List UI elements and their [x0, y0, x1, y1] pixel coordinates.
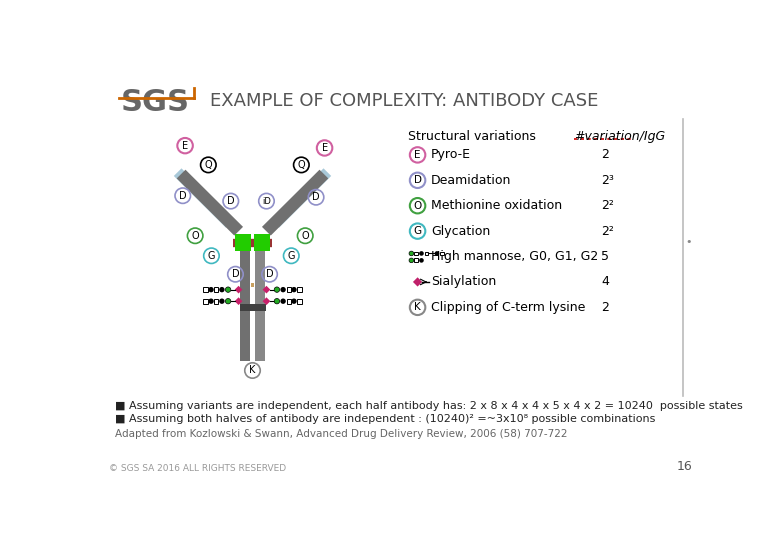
Circle shape: [225, 299, 231, 304]
Circle shape: [409, 258, 413, 262]
Text: E: E: [321, 143, 328, 153]
Text: 16: 16: [677, 460, 693, 473]
Text: D: D: [266, 269, 273, 279]
Text: ■ Assuming both halves of antibody are independent : (10240)² =~3x10⁸ possible c: ■ Assuming both halves of antibody are i…: [115, 414, 655, 423]
Text: ■ Assuming variants are independent, each half antibody has: 2 x 8 x 4 x 4 x 5 x: ■ Assuming variants are independent, eac…: [115, 401, 743, 411]
Text: 2: 2: [601, 301, 609, 314]
Text: iD: iD: [262, 197, 271, 206]
Circle shape: [419, 258, 424, 262]
Text: K: K: [250, 366, 256, 375]
FancyBboxPatch shape: [203, 287, 207, 292]
FancyBboxPatch shape: [286, 299, 291, 303]
Text: #variation/IgG: #variation/IgG: [574, 130, 665, 143]
FancyBboxPatch shape: [414, 252, 418, 255]
Text: G: G: [288, 251, 295, 261]
Text: 2: 2: [601, 148, 609, 161]
Circle shape: [419, 251, 424, 256]
FancyBboxPatch shape: [203, 299, 207, 303]
FancyBboxPatch shape: [240, 251, 250, 361]
Text: O: O: [191, 231, 199, 241]
Text: Glycation: Glycation: [431, 225, 490, 238]
Text: 2²: 2²: [601, 199, 614, 212]
Text: Structural variations: Structural variations: [407, 130, 535, 143]
Text: E: E: [182, 140, 188, 151]
Text: •: •: [685, 237, 691, 247]
Text: Q: Q: [204, 160, 212, 170]
Text: E: E: [414, 150, 421, 160]
Polygon shape: [174, 168, 233, 228]
Circle shape: [275, 287, 279, 292]
Polygon shape: [262, 170, 328, 235]
Text: Pyro-E: Pyro-E: [431, 148, 471, 161]
Text: Deamidation: Deamidation: [431, 174, 511, 187]
Text: D: D: [232, 269, 239, 279]
Text: EXAMPLE OF COMPLEXITY: ANTIBODY CASE: EXAMPLE OF COMPLEXITY: ANTIBODY CASE: [210, 92, 598, 110]
Text: 4: 4: [601, 275, 609, 288]
FancyBboxPatch shape: [297, 287, 302, 292]
Circle shape: [219, 287, 225, 292]
Text: Adapted from Kozlowski & Swann, Advanced Drug Delivery Review, 2006 (58) 707-722: Adapted from Kozlowski & Swann, Advanced…: [115, 429, 567, 439]
Text: G: G: [413, 226, 422, 236]
Circle shape: [434, 251, 439, 256]
FancyBboxPatch shape: [236, 234, 251, 251]
Circle shape: [280, 299, 285, 304]
FancyBboxPatch shape: [240, 303, 266, 311]
Circle shape: [291, 299, 296, 304]
Polygon shape: [263, 298, 271, 305]
Text: © SGS SA 2016 ALL RIGHTS RESERVED: © SGS SA 2016 ALL RIGHTS RESERVED: [109, 464, 286, 473]
FancyBboxPatch shape: [424, 252, 428, 255]
Circle shape: [208, 299, 214, 304]
Text: G: G: [207, 251, 215, 261]
FancyBboxPatch shape: [254, 234, 270, 251]
Text: High mannose, G0, G1, G2: High mannose, G0, G1, G2: [431, 250, 598, 263]
Text: Clipping of C-term lysine: Clipping of C-term lysine: [431, 301, 585, 314]
Polygon shape: [235, 298, 243, 305]
Text: D: D: [312, 192, 320, 202]
Circle shape: [409, 251, 413, 256]
Polygon shape: [235, 286, 243, 294]
Text: 2²: 2²: [601, 225, 614, 238]
Text: D: D: [413, 176, 421, 185]
Text: SGS: SGS: [121, 88, 190, 117]
Circle shape: [208, 287, 214, 292]
Polygon shape: [271, 168, 332, 228]
Circle shape: [219, 299, 225, 304]
FancyBboxPatch shape: [414, 259, 418, 262]
FancyBboxPatch shape: [440, 252, 444, 255]
Text: Sialylation: Sialylation: [431, 275, 496, 288]
FancyBboxPatch shape: [214, 287, 218, 292]
Text: 2³: 2³: [601, 174, 614, 187]
Circle shape: [275, 299, 279, 304]
Polygon shape: [177, 170, 243, 235]
Text: O: O: [301, 231, 309, 241]
Text: K: K: [414, 302, 421, 312]
Text: 5: 5: [601, 250, 609, 263]
FancyBboxPatch shape: [214, 299, 218, 303]
Text: Q: Q: [297, 160, 305, 170]
Polygon shape: [413, 278, 422, 287]
Circle shape: [280, 287, 285, 292]
FancyBboxPatch shape: [255, 251, 265, 361]
Text: D: D: [227, 196, 235, 206]
FancyBboxPatch shape: [250, 283, 254, 287]
Text: O: O: [413, 201, 422, 211]
Circle shape: [291, 287, 296, 292]
Text: D: D: [179, 191, 186, 201]
FancyBboxPatch shape: [286, 287, 291, 292]
FancyBboxPatch shape: [297, 299, 302, 303]
Polygon shape: [263, 286, 271, 294]
Circle shape: [225, 287, 231, 292]
Text: Methionine oxidation: Methionine oxidation: [431, 199, 562, 212]
